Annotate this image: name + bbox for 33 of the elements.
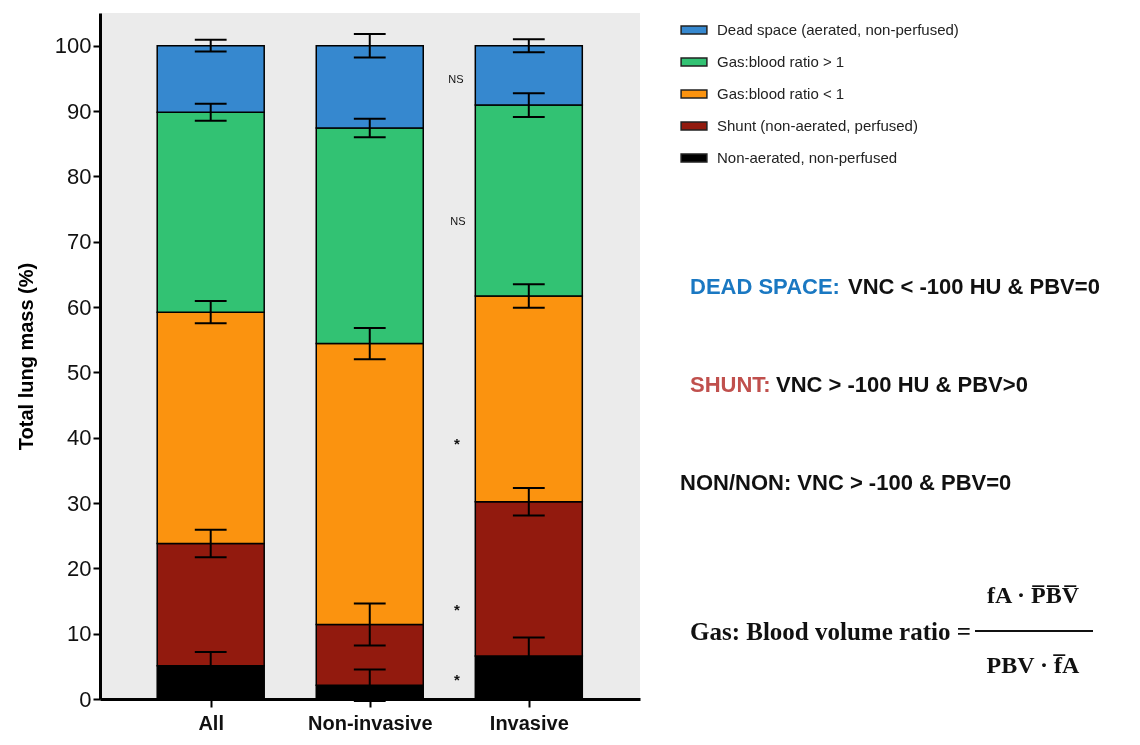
x-tick-label: Invasive <box>489 711 569 734</box>
legend-label: Shunt (non-aerated, perfused) <box>717 117 918 134</box>
x-tick-label: Non-invasive <box>308 711 433 734</box>
y-tick-label: 80 <box>67 163 92 189</box>
annotation: * <box>454 435 461 452</box>
y-tick-label: 70 <box>67 229 92 255</box>
text: NON/NON: VNC > -100 & PBV=0 <box>680 470 1012 495</box>
text: VNC > -100 HU & PBV>0 <box>776 372 1028 397</box>
legend-label: Gas:blood ratio < 1 <box>717 85 845 102</box>
text: Gas: Blood volume ratio = <box>690 618 971 645</box>
y-tick-label: 30 <box>67 490 92 516</box>
text: VNC < -100 HU & PBV=0 <box>848 274 1100 299</box>
legend-label: Dead space (aerated, non-perfused) <box>717 21 959 38</box>
legend-label: Non-aerated, non-perfused <box>717 149 898 166</box>
annotation: * <box>454 601 461 618</box>
x-tick-label: All <box>198 711 224 734</box>
y-tick-label: 50 <box>67 359 92 385</box>
y-tick-label: 10 <box>67 621 92 647</box>
y-tick-label: 90 <box>67 98 92 124</box>
annotation: NS <box>450 215 466 227</box>
y-tick-label: 40 <box>67 425 92 451</box>
annotation: NS <box>448 73 464 85</box>
text: DEAD SPACE: <box>690 274 840 299</box>
y-axis-title: Total lung mass (%) <box>14 262 37 451</box>
text: SHUNT: <box>690 372 771 397</box>
y-tick-label: 0 <box>79 686 92 712</box>
annotation: * <box>454 671 461 688</box>
y-tick-label: 20 <box>67 555 92 581</box>
legend-label: Gas:blood ratio > 1 <box>717 53 845 70</box>
y-tick-label: 60 <box>67 294 92 320</box>
text: PBV · f̅A <box>986 652 1081 678</box>
y-tick-label: 100 <box>54 33 92 59</box>
text: fA · P̅B̅V̅ <box>986 582 1080 608</box>
